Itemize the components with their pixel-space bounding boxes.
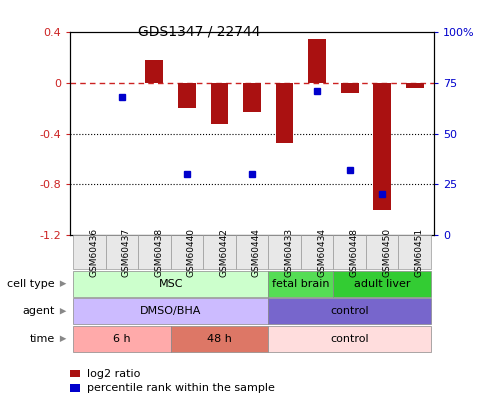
Text: GSM60450: GSM60450 bbox=[382, 228, 391, 277]
Text: time: time bbox=[29, 334, 55, 344]
Bar bbox=[178, 83, 196, 109]
Text: GDS1347 / 22744: GDS1347 / 22744 bbox=[138, 24, 261, 38]
Text: GSM60444: GSM60444 bbox=[252, 228, 261, 277]
Bar bbox=[146, 60, 163, 83]
Bar bbox=[275, 83, 293, 143]
Bar bbox=[406, 83, 424, 88]
Text: GSM60433: GSM60433 bbox=[284, 228, 293, 277]
Text: DMSO/BHA: DMSO/BHA bbox=[140, 306, 202, 316]
Bar bbox=[308, 39, 326, 83]
Text: adult liver: adult liver bbox=[354, 279, 410, 289]
Text: GSM60451: GSM60451 bbox=[415, 228, 424, 277]
Text: GSM60438: GSM60438 bbox=[154, 228, 164, 277]
Text: GSM60440: GSM60440 bbox=[187, 228, 196, 277]
Text: MSC: MSC bbox=[159, 279, 183, 289]
Bar bbox=[373, 83, 391, 210]
Text: log2 ratio: log2 ratio bbox=[87, 369, 141, 379]
Text: control: control bbox=[330, 306, 369, 316]
Text: percentile rank within the sample: percentile rank within the sample bbox=[87, 384, 275, 393]
Bar bbox=[341, 83, 358, 93]
Text: 6 h: 6 h bbox=[113, 334, 131, 344]
Text: control: control bbox=[330, 334, 369, 344]
Text: GSM60448: GSM60448 bbox=[350, 228, 359, 277]
Text: GSM60436: GSM60436 bbox=[89, 228, 98, 277]
Text: 48 h: 48 h bbox=[207, 334, 232, 344]
Text: GSM60434: GSM60434 bbox=[317, 228, 326, 277]
Text: GSM60437: GSM60437 bbox=[122, 228, 131, 277]
Text: agent: agent bbox=[22, 306, 55, 316]
Text: fetal brain: fetal brain bbox=[272, 279, 329, 289]
Text: cell type: cell type bbox=[7, 279, 55, 289]
Bar bbox=[211, 83, 229, 124]
Text: GSM60442: GSM60442 bbox=[220, 228, 229, 277]
Bar bbox=[243, 83, 261, 112]
